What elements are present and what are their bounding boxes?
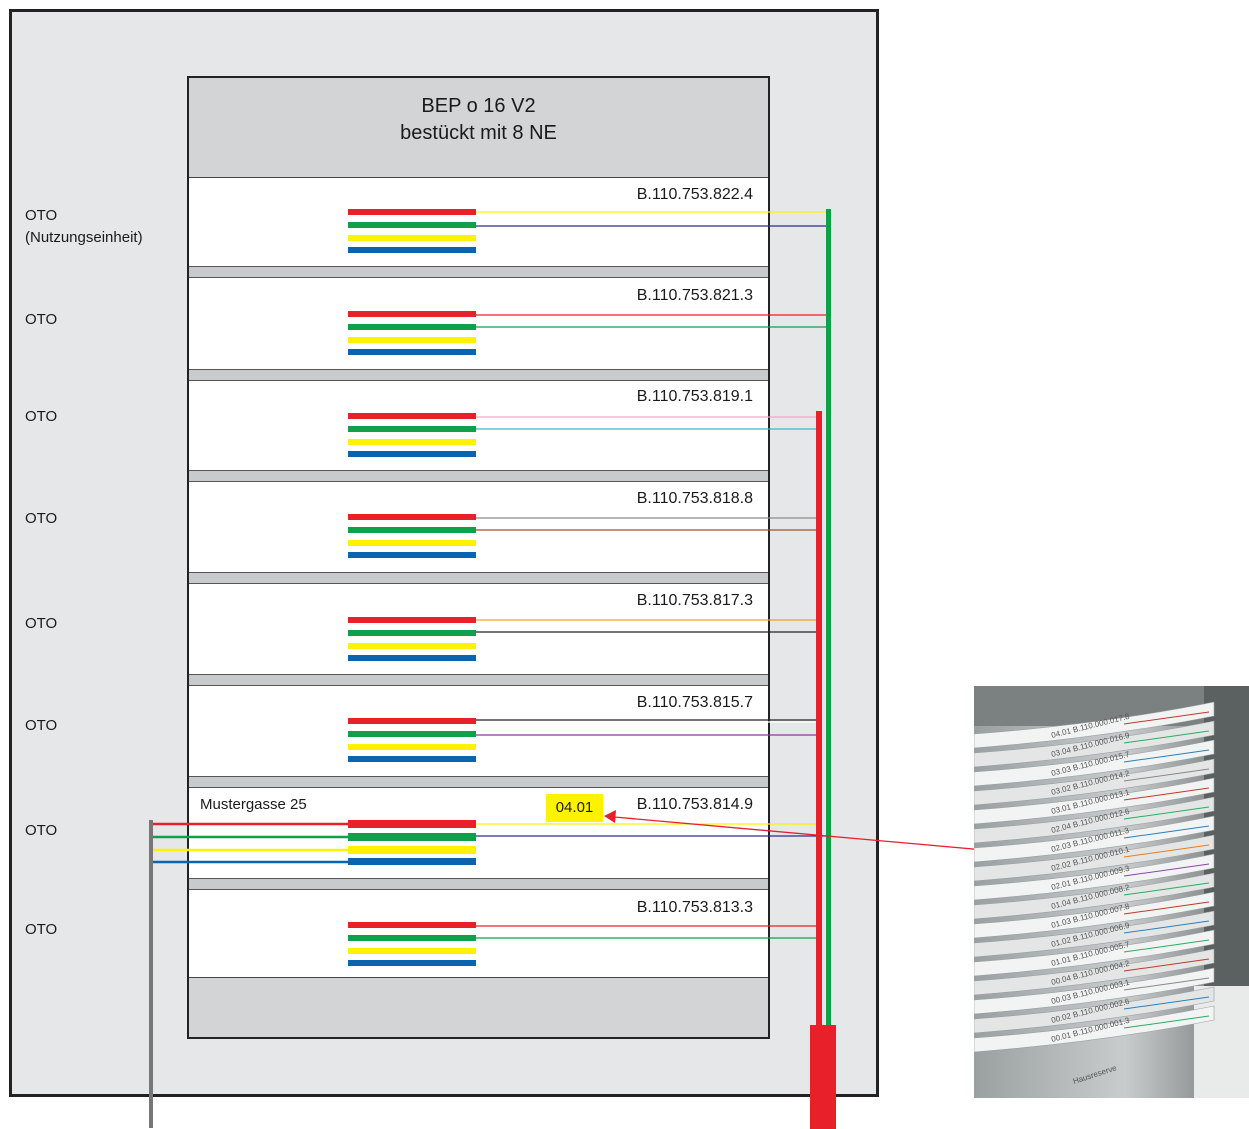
street-address: Mustergasse 25 <box>200 796 307 813</box>
cassette-color-mark <box>1123 901 1210 915</box>
cassette-band <box>974 967 1215 1015</box>
row-separator <box>189 674 768 686</box>
cassette-color-mark <box>1123 882 1210 896</box>
cabinet-title: BEP o 16 V2 <box>421 95 536 117</box>
cabinet-subtitle: bestückt mit 8 NE <box>400 122 557 144</box>
cassette-band <box>974 1005 1215 1053</box>
unit-code-7: B.110.753.814.9 <box>636 796 753 813</box>
cassette-band <box>974 796 1215 844</box>
unit-code-1: B.110.753.822.4 <box>636 186 753 203</box>
cabinet-footer <box>189 977 768 1037</box>
cassette-color-mark <box>1123 958 1210 972</box>
cassette-color-mark <box>1123 825 1210 839</box>
row-separator <box>189 776 768 788</box>
cassette-color-mark <box>1123 996 1210 1010</box>
cassette-color-mark <box>1123 711 1210 725</box>
oto-subtitle: (Nutzungseinheit) <box>25 229 143 246</box>
port-strips <box>348 209 476 966</box>
cassette-color-mark <box>1123 1015 1210 1029</box>
strip-row-2 <box>348 311 476 355</box>
oto-label-6: OTO <box>25 717 58 734</box>
cassette-band <box>974 834 1215 882</box>
strip-row-6 <box>348 718 476 762</box>
cassette-band <box>974 872 1215 920</box>
unit-code-3: B.110.753.819.1 <box>636 388 753 405</box>
row-separator <box>189 878 768 890</box>
cabinet-header: BEP o 16 V2 bestückt mit 8 NE <box>189 78 768 178</box>
oto-label-7: OTO <box>25 822 58 839</box>
cassette-color-mark <box>1123 768 1210 782</box>
cassette-rows: 04.01 B.110.000.017.803.04 B.110.000.016… <box>974 701 1215 1086</box>
cassette-color-mark <box>1123 863 1210 877</box>
row-separator <box>189 572 768 584</box>
oto-label-8: OTO <box>25 921 58 938</box>
cassette-band <box>974 739 1215 787</box>
unit-code-6: B.110.753.815.7 <box>636 694 753 711</box>
cassette-band <box>974 910 1215 958</box>
oto-drop-lines <box>152 822 348 864</box>
cassette-band <box>974 986 1215 1034</box>
cassette-band <box>974 891 1215 939</box>
riser-cable-sheath <box>810 1025 836 1129</box>
cassette-color-mark <box>1123 749 1210 763</box>
cassette-photo: 04.01 B.110.000.017.803.04 B.110.000.016… <box>974 686 1249 1098</box>
cassette-color-mark <box>1123 806 1210 820</box>
strip-row-8 <box>348 922 476 966</box>
cassette-band <box>974 853 1215 901</box>
cassette-color-mark <box>1123 939 1210 953</box>
unit-code-5: B.110.753.817.3 <box>636 592 753 609</box>
red-riser-cable <box>816 411 822 1027</box>
oto-label-5: OTO <box>25 615 58 632</box>
fiber-lines <box>476 211 829 939</box>
cassette-color-mark <box>1123 920 1210 934</box>
oto-cable <box>149 820 153 1128</box>
oto-label-1: OTO (Nutzungseinheit) <box>25 205 143 249</box>
cassette-band <box>974 815 1215 863</box>
cassette-color-mark <box>1123 844 1210 858</box>
cassette-band <box>974 948 1215 996</box>
strip-row-1 <box>348 209 476 253</box>
cassette-color-mark <box>1123 730 1210 744</box>
cassette-band <box>974 777 1215 825</box>
cassette-band <box>974 720 1215 768</box>
oto-label-2: OTO <box>25 311 58 328</box>
port-badge: 04.01 <box>546 794 603 822</box>
green-riser-cable <box>826 209 831 1027</box>
unit-code-4: B.110.753.818.8 <box>636 490 753 507</box>
oto-label-3: OTO <box>25 408 58 425</box>
row-separator <box>189 470 768 482</box>
unit-code-2: B.110.753.821.3 <box>636 287 753 304</box>
unit-code-8: B.110.753.813.3 <box>636 899 753 916</box>
strip-row-4 <box>348 514 476 558</box>
strip-row-5 <box>348 617 476 661</box>
row-separator <box>189 369 768 381</box>
row-separator <box>189 266 768 278</box>
strip-row-3 <box>348 413 476 457</box>
cassette-band <box>974 758 1215 806</box>
cassette-band <box>974 929 1215 977</box>
oto-label-4: OTO <box>25 510 58 527</box>
cassette-color-mark <box>1123 977 1210 991</box>
cassette-band <box>974 701 1215 749</box>
strip-row-7 <box>348 820 476 865</box>
cassette-color-mark <box>1123 787 1210 801</box>
